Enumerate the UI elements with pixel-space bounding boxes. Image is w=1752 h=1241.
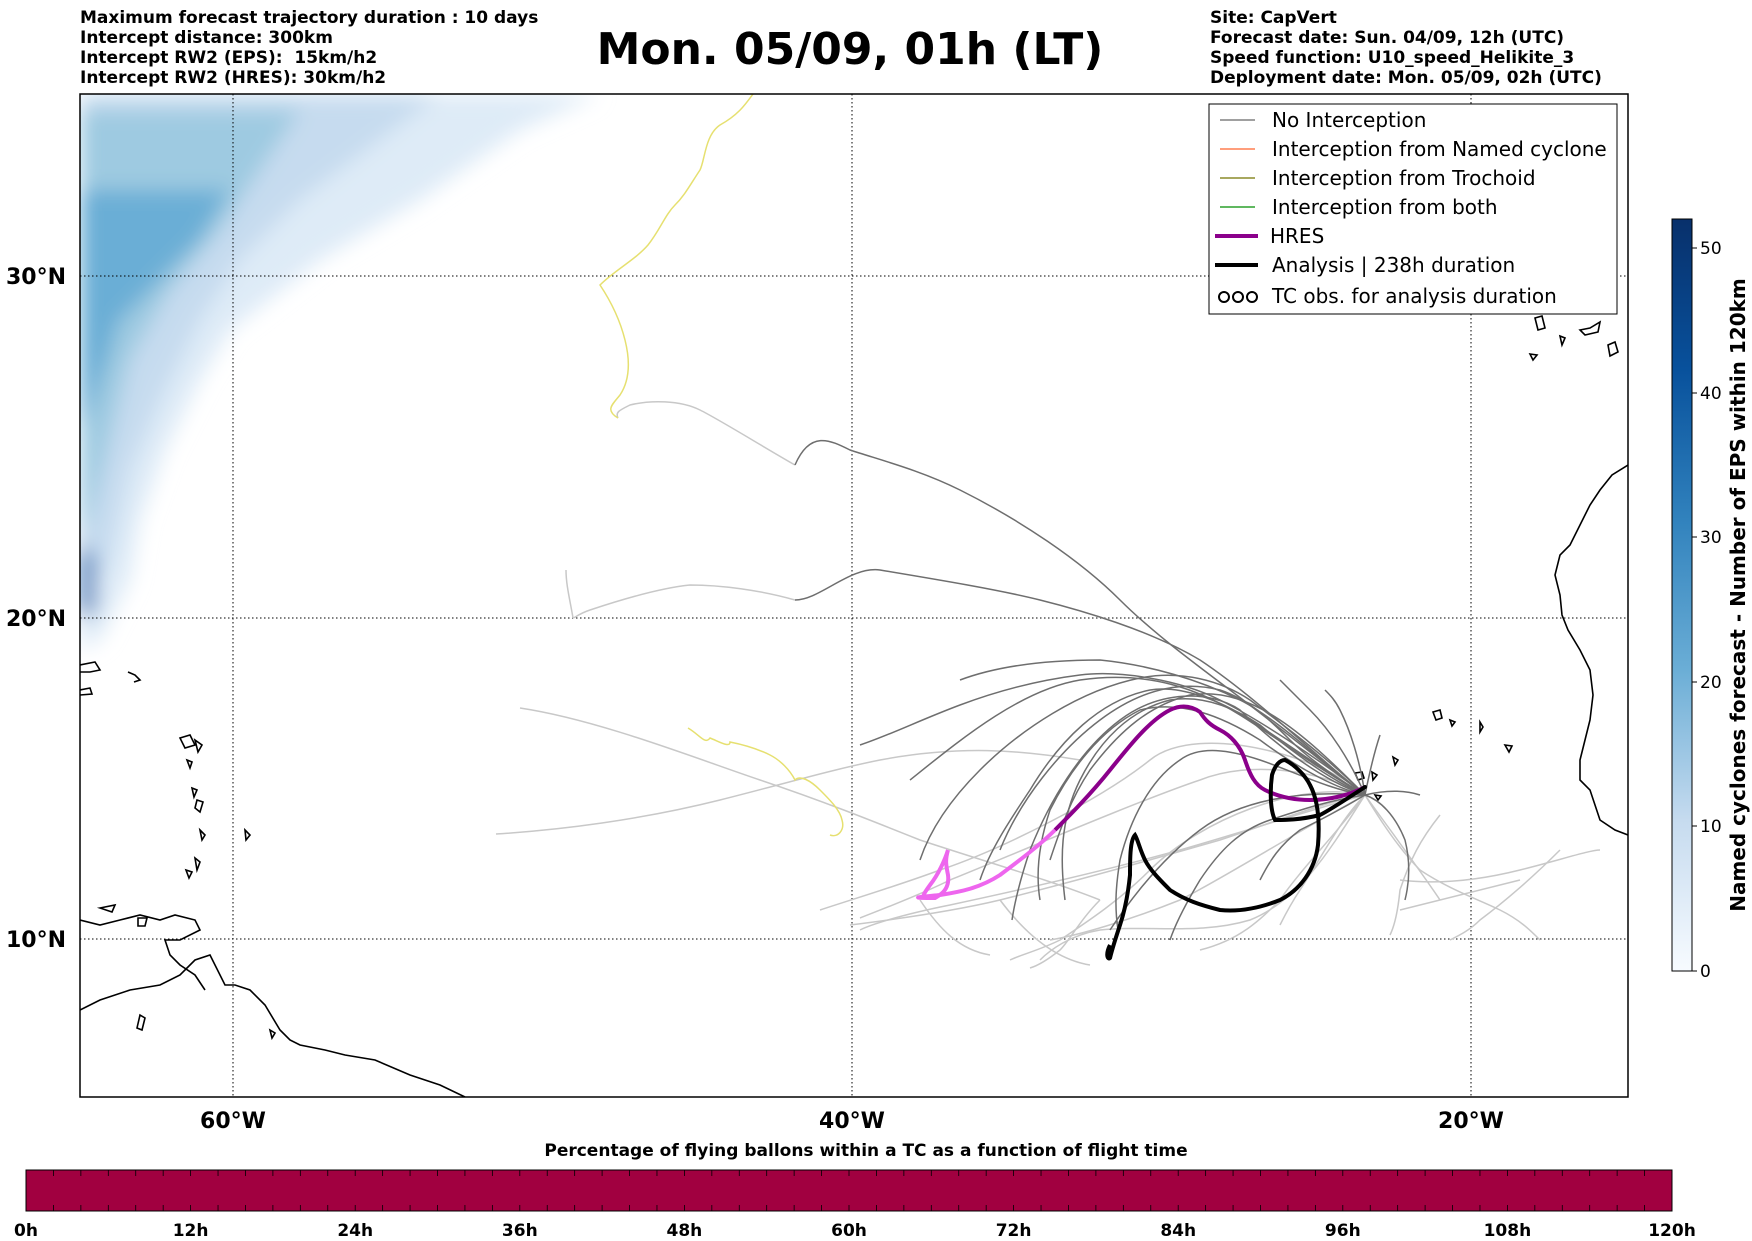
legend-box — [1208, 103, 1618, 315]
flight-time-tick-label: 48h — [667, 1221, 703, 1241]
flight-time-tick-label: 60h — [831, 1221, 867, 1241]
trajectory-analysis — [1105, 757, 1367, 961]
colorbar-gradient — [1671, 218, 1693, 972]
param-intercept-eps: Intercept RW2 (EPS): 15km/h2 — [80, 48, 378, 68]
coast-africa — [1554, 464, 1628, 836]
forecast-date: Forecast date: Sun. 04/09, 12h (UTC) — [1210, 28, 1565, 48]
tc-obs-symbol-icon — [1218, 291, 1258, 303]
legend-label-hres: HRES — [1270, 224, 1324, 248]
coastlines — [80, 315, 1628, 1097]
trajectory-hres — [916, 704, 1366, 901]
cape-verde-islands — [1431, 709, 1443, 722]
map-frame — [79, 93, 1629, 1098]
colorbar-tick-20: 20 — [1700, 673, 1722, 693]
cyclone-density-field — [80, 94, 600, 650]
page-title: Mon. 05/09, 01h (LT) — [596, 24, 1104, 75]
flight-time-tick-label: 120h — [1648, 1221, 1696, 1241]
colorbar-ticks — [1692, 247, 1697, 972]
colorbar-tick-10: 10 — [1700, 817, 1722, 837]
deployment-date: Deployment date: Mon. 05/09, 02h (UTC) — [1210, 68, 1602, 88]
flight-time-tick-label: 12h — [173, 1221, 209, 1241]
flight-time-tick-label: 24h — [337, 1221, 373, 1241]
legend: No Interception Interception from Named … — [1208, 103, 1618, 315]
map-area — [80, 94, 1628, 1097]
flight-time-bar-fill — [25, 1169, 1673, 1212]
colorbar-label: Named cyclones forecast - Number of EPS … — [1726, 278, 1750, 912]
colorbar-tick-0: 0 — [1700, 962, 1711, 982]
legend-label-no-interception: No Interception — [1272, 108, 1426, 132]
trajectories-dark — [794, 439, 1421, 941]
flight-time-bar-ticks — [53, 1170, 1645, 1211]
flight-time-tick-label: 108h — [1484, 1221, 1532, 1241]
colorbar-tick-30: 30 — [1700, 528, 1722, 548]
colorbar-tick-50: 50 — [1700, 239, 1722, 259]
site-info: Site: CapVert Forecast date: Sun. 04/09,… — [1210, 8, 1602, 88]
colorbar: 0 10 20 30 40 50 Named cyclones forecast… — [1671, 218, 1750, 982]
coast-south-america — [80, 954, 466, 1097]
site-name: Site: CapVert — [1210, 8, 1337, 28]
legend-label-named-cyclone: Interception from Named cyclone — [1272, 137, 1607, 161]
launch-site-marker — [1363, 785, 1367, 789]
flight-time-tick-label: 72h — [996, 1221, 1032, 1241]
legend-label-tc-obs: TC obs. for analysis duration — [1271, 284, 1557, 308]
lon-tick-20w: 20°W — [1438, 1109, 1504, 1134]
flight-time-tick-label: 96h — [1325, 1221, 1361, 1241]
param-intercept-hres: Intercept RW2 (HRES): 30km/h2 — [80, 68, 387, 88]
lat-tick-10n: 10°N — [6, 928, 66, 953]
legend-label-analysis: Analysis | 238h duration — [1272, 253, 1515, 277]
colorbar-tick-40: 40 — [1700, 384, 1722, 404]
flight-time-tick-label: 84h — [1160, 1221, 1196, 1241]
forecast-parameters: Maximum forecast trajectory duration : 1… — [80, 8, 538, 88]
lat-tick-30n: 30°N — [6, 265, 66, 290]
legend-label-both: Interception from both — [1272, 195, 1498, 219]
param-intercept-distance: Intercept distance: 300km — [80, 28, 333, 48]
trajectory-trochoid — [599, 94, 844, 837]
lon-tick-40w: 40°W — [819, 1109, 885, 1134]
flight-time-bar: Percentage of flying ballons within a TC… — [14, 1141, 1696, 1241]
flight-time-bar-labels: 0h 12h 24h 36h 48h 60h 72h 84h 96h 108h 120h — [14, 1221, 1696, 1241]
lon-tick-60w: 60°W — [200, 1109, 266, 1134]
lat-tick-20n: 20°N — [6, 607, 66, 632]
trajectories-light — [495, 400, 1601, 969]
flight-time-tick-label: 0h — [14, 1221, 38, 1241]
graticule — [80, 94, 1628, 1097]
flight-time-bar-title: Percentage of flying ballons within a TC… — [544, 1141, 1187, 1161]
param-max-duration: Maximum forecast trajectory duration : 1… — [80, 8, 539, 28]
speed-function: Speed function: U10_speed_Helikite_3 — [1210, 48, 1575, 68]
legend-label-trochoid: Interception from Trochoid — [1272, 166, 1536, 190]
flight-time-tick-label: 36h — [502, 1221, 538, 1241]
